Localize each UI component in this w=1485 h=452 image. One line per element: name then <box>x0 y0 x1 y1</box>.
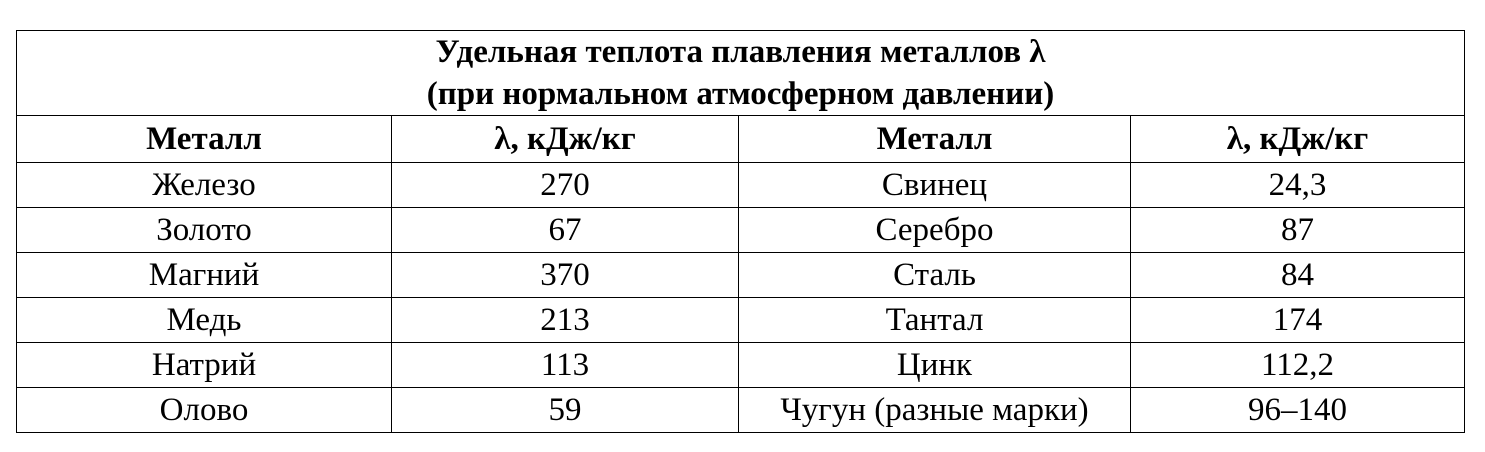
value-left-cell: 270 <box>391 162 739 208</box>
table-row: Олово 59 Чугун (разные марки) 96–140 <box>16 387 1465 433</box>
metal-left-cell: Олово <box>16 387 392 433</box>
value-right-cell: 84 <box>1130 252 1465 298</box>
metal-left-cell: Железо <box>16 162 392 208</box>
metal-right-cell: Чугун (разные марки) <box>738 387 1131 433</box>
value-left-cell: 59 <box>391 387 739 433</box>
metal-left-cell: Магний <box>16 252 392 298</box>
header-metal-left: Металл <box>16 115 392 163</box>
value-left-cell: 113 <box>391 342 739 388</box>
melting-heat-table: Удельная теплота плавления металлов λ (п… <box>16 30 1465 433</box>
table-title-line-1: Удельная теплота плавления металлов λ <box>435 34 1046 70</box>
table-row: Золото 67 Серебро 87 <box>16 207 1465 253</box>
value-right-cell: 174 <box>1130 297 1465 343</box>
metal-right-cell: Серебро <box>738 207 1131 253</box>
value-right-cell: 24,3 <box>1130 162 1465 208</box>
metal-left-cell: Золото <box>16 207 392 253</box>
metal-left-cell: Медь <box>16 297 392 343</box>
metal-left-cell: Натрий <box>16 342 392 388</box>
table-row: Железо 270 Свинец 24,3 <box>16 162 1465 208</box>
table-title: Удельная теплота плавления металлов λ (п… <box>16 30 1465 116</box>
value-left-cell: 213 <box>391 297 739 343</box>
table-title-line-2: (при нормальном атмосферном давлении) <box>426 76 1055 112</box>
value-right-cell: 96–140 <box>1130 387 1465 433</box>
table-row: Натрий 113 Цинк 112,2 <box>16 342 1465 388</box>
value-left-cell: 370 <box>391 252 739 298</box>
value-left-cell: 67 <box>391 207 739 253</box>
metal-right-cell: Цинк <box>738 342 1131 388</box>
metal-right-cell: Свинец <box>738 162 1131 208</box>
title-row: Удельная теплота плавления металлов λ (п… <box>16 30 1465 116</box>
value-right-cell: 87 <box>1130 207 1465 253</box>
header-row: Металл λ, кДж/кг Металл λ, кДж/кг <box>16 115 1465 163</box>
header-lambda-right: λ, кДж/кг <box>1130 115 1465 163</box>
table-row: Магний 370 Сталь 84 <box>16 252 1465 298</box>
metal-right-cell: Тантал <box>738 297 1131 343</box>
header-metal-right: Металл <box>738 115 1131 163</box>
header-lambda-left: λ, кДж/кг <box>391 115 739 163</box>
value-right-cell: 112,2 <box>1130 342 1465 388</box>
table-row: Медь 213 Тантал 174 <box>16 297 1465 343</box>
metal-right-cell: Сталь <box>738 252 1131 298</box>
